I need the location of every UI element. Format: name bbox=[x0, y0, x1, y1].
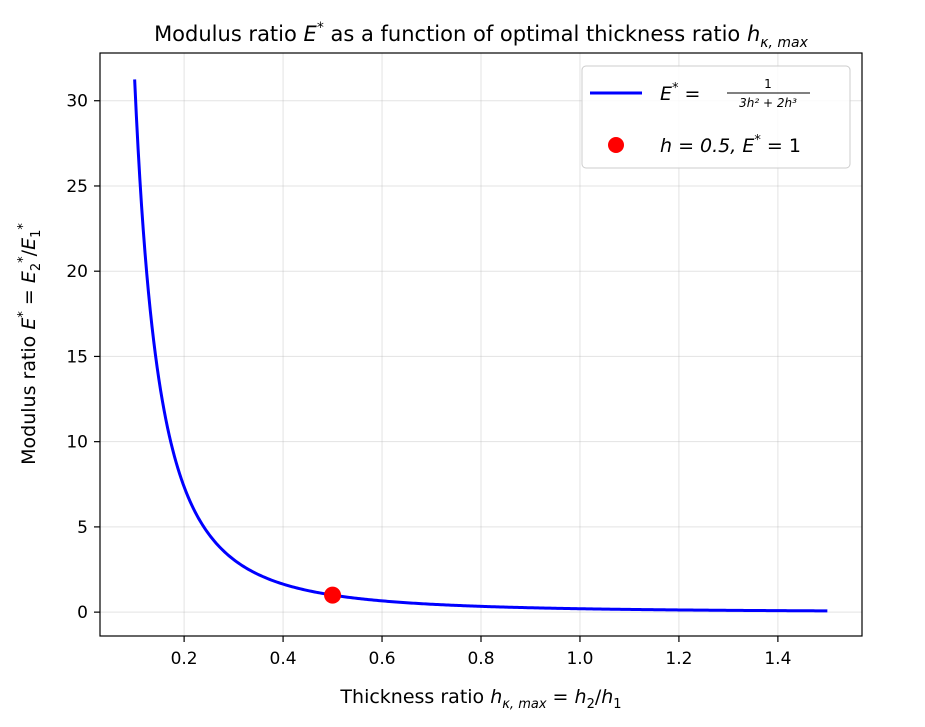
x-tick-label: 1.0 bbox=[566, 649, 593, 669]
x-tick-label: 1.2 bbox=[665, 649, 692, 669]
x-axis: 0.2 0.4 0.6 0.8 1.0 1.2 1.4 bbox=[171, 636, 791, 669]
legend: E* = 1 3h² + 2h³ h = 0.5, E* = 1 bbox=[581, 65, 851, 169]
y-axis-label: Modulus ratio E* = E2*/E1* bbox=[16, 223, 44, 465]
series-layer bbox=[133, 79, 828, 613]
legend-entry-curve: E* = bbox=[660, 81, 700, 105]
legend-frac-denominator: 3h² + 2h³ bbox=[739, 96, 797, 110]
y-tick-label: 20 bbox=[66, 262, 88, 282]
x-tick-label: 1.4 bbox=[764, 649, 791, 669]
y-tick-label: 25 bbox=[66, 177, 88, 197]
y-axis: 0 5 10 15 20 25 30 bbox=[66, 92, 100, 623]
y-tick-label: 10 bbox=[66, 433, 88, 453]
x-axis-label: Thickness ratio hκ, max = h2/h1 bbox=[339, 686, 621, 712]
x-tick-label: 0.6 bbox=[369, 649, 396, 669]
highlight-point bbox=[324, 586, 342, 604]
y-tick-label: 0 bbox=[77, 603, 88, 623]
legend-entry-point: h = 0.5, E* = 1 bbox=[660, 133, 801, 157]
y-tick-label: 5 bbox=[77, 518, 88, 538]
x-tick-label: 0.4 bbox=[270, 649, 297, 669]
legend-box bbox=[581, 65, 851, 169]
x-tick-label: 0.8 bbox=[467, 649, 494, 669]
x-tick-label: 0.2 bbox=[171, 649, 198, 669]
legend-point-swatch bbox=[608, 137, 624, 153]
points-layer bbox=[324, 586, 342, 604]
legend-frac-numerator: 1 bbox=[764, 77, 772, 91]
y-tick-label: 15 bbox=[66, 347, 88, 367]
y-tick-label: 30 bbox=[66, 92, 88, 112]
chart-title: Modulus ratio E* as a function of optima… bbox=[154, 20, 809, 51]
series-line bbox=[133, 79, 828, 613]
